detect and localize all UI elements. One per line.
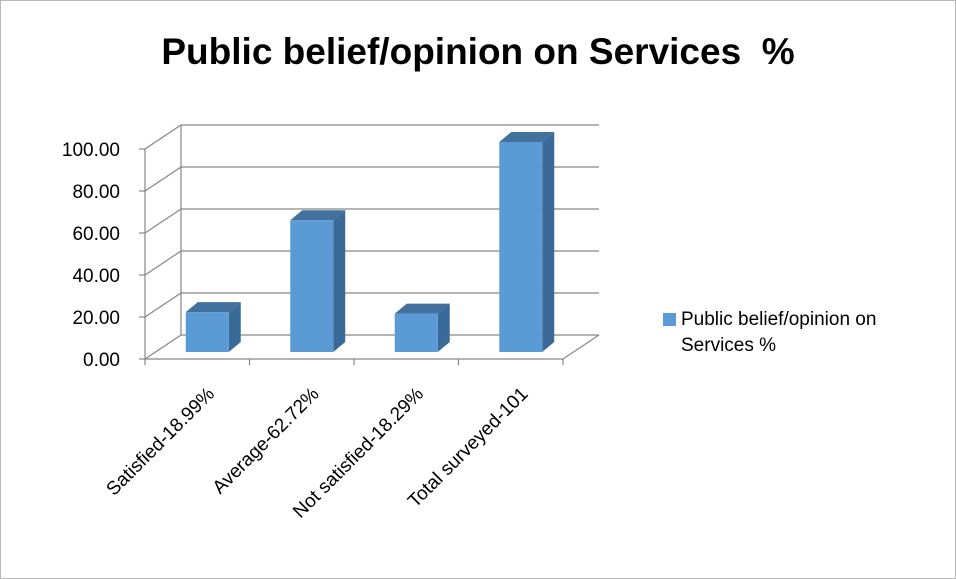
x-tick-label: Average-62.72%	[209, 384, 324, 499]
bar	[290, 220, 334, 352]
gridline-depth	[144, 334, 182, 360]
gridline-depth	[144, 124, 182, 150]
legend-label: Public belief/opinion on Services %	[681, 309, 877, 356]
bar-side	[542, 132, 555, 352]
gridline-depth	[144, 208, 182, 234]
y-tick-label: 0.00	[83, 350, 120, 371]
bar-side	[437, 303, 450, 352]
bar	[499, 142, 543, 352]
bar-top	[185, 302, 241, 313]
y-tick-label: 20.00	[72, 308, 120, 329]
bar	[185, 312, 229, 352]
bar-side	[333, 210, 346, 352]
bar-top	[394, 303, 450, 314]
gridline-depth	[144, 292, 182, 318]
y-tick-label: 80.00	[72, 182, 120, 203]
chart-title: Public belief/opinion on Services %	[161, 31, 795, 72]
bar-top	[499, 132, 555, 142]
gridline-depth	[144, 166, 182, 192]
x-tick-label: Satisfied-18.99%	[103, 384, 219, 500]
y-tick-label: 60.00	[72, 224, 120, 245]
y-tick-label: 40.00	[72, 266, 120, 287]
bar-top	[290, 210, 346, 221]
gridline-depth	[144, 250, 182, 276]
legend-swatch	[663, 313, 676, 326]
bar-side	[228, 302, 241, 352]
bar	[394, 313, 438, 352]
floor-right-edge	[562, 334, 600, 360]
y-tick-label: 100.00	[62, 140, 120, 161]
